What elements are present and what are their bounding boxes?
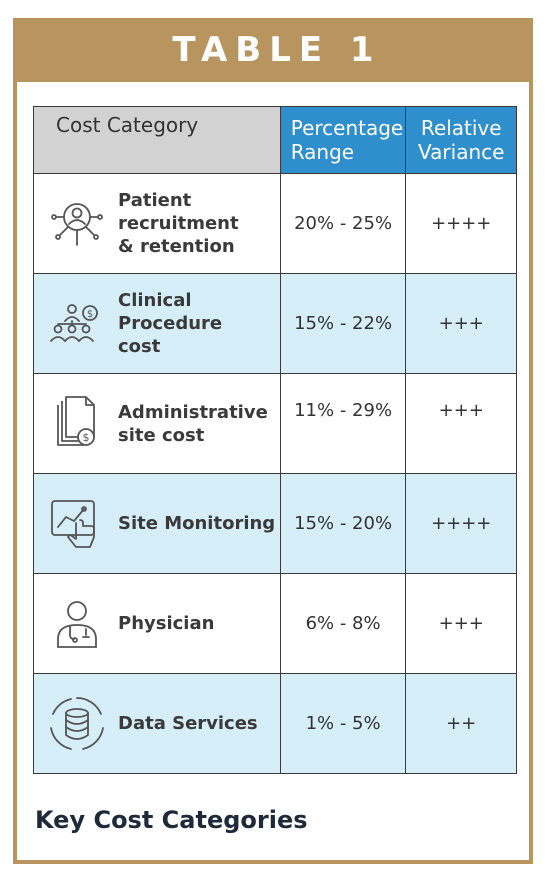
header-row: Cost Category Percentage Range Relative … [33, 106, 517, 174]
category-cell: Data Services [33, 673, 281, 774]
variance-cell: +++ [405, 273, 517, 374]
table-caption: Key Cost Categories [35, 806, 308, 834]
table-row: Physician 6% - 8% +++ [33, 573, 517, 674]
category-cell: Site Monitoring [33, 473, 281, 574]
person-search-icon [46, 193, 108, 255]
variance-cell: ++ [405, 673, 517, 774]
category-cell: $ Administrative site cost [33, 373, 281, 474]
percentage-cell: 11% - 29% [279, 373, 407, 474]
table-row: Site Monitoring 15% - 20% ++++ [33, 473, 517, 574]
doctor-icon [46, 593, 108, 655]
table-row: $ Administrative site cost 11% - 29% +++ [33, 373, 517, 474]
percentage-cell: 1% - 5% [279, 673, 407, 774]
cost-table: Cost Category Percentage Range Relative … [33, 106, 517, 774]
documents-dollar-icon: $ [46, 393, 108, 455]
category-label: Clinical Procedure cost [118, 290, 223, 357]
category-label: Physician [118, 613, 215, 634]
category-cell: $ Clinical Procedure cost [33, 273, 281, 374]
svg-text:$: $ [87, 309, 93, 320]
percentage-cell: 15% - 20% [279, 473, 407, 574]
team-cost-icon: $ [46, 293, 108, 355]
table-row: Data Services 1% - 5% ++ [33, 673, 517, 774]
title-banner: TABLE 1 [13, 18, 533, 82]
header-percentage-range: Percentage Range [279, 106, 407, 174]
table-row: Patient recruitment & retention 20% - 25… [33, 173, 517, 274]
category-label: Patient recruitment & retention [118, 190, 239, 257]
header-cost-category: Cost Category [33, 106, 281, 174]
variance-cell: +++ [405, 573, 517, 674]
svg-text:$: $ [83, 431, 90, 444]
percentage-cell: 15% - 22% [279, 273, 407, 374]
table-title: TABLE 1 [172, 30, 382, 70]
touch-chart-icon [46, 493, 108, 555]
table-card: TABLE 1 Cost Category Percentage Range R… [13, 18, 533, 864]
variance-cell: +++ [405, 373, 517, 474]
category-label: Administrative site cost [118, 401, 268, 446]
database-cycle-icon [46, 693, 108, 755]
category-label: Data Services [118, 713, 258, 734]
category-cell: Patient recruitment & retention [33, 173, 281, 274]
variance-cell: ++++ [405, 173, 517, 274]
percentage-cell: 20% - 25% [279, 173, 407, 274]
variance-cell: ++++ [405, 473, 517, 574]
header-relative-variance: Relative Variance [405, 106, 517, 174]
percentage-cell: 6% - 8% [279, 573, 407, 674]
category-cell: Physician [33, 573, 281, 674]
table-row: $ Clinical Procedure cost 15% - 22% +++ [33, 273, 517, 374]
category-label: Site Monitoring [118, 513, 276, 534]
